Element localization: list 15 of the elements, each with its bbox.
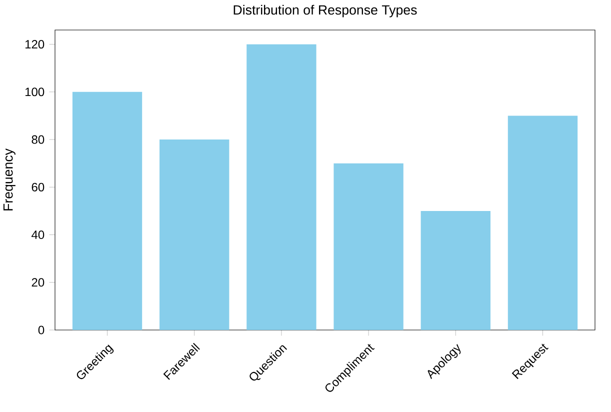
bar [246,44,316,330]
y-axis-title: Frequency [3,148,16,210]
y-tick-label: 100 [26,88,44,96]
bar [72,92,142,330]
bar [334,163,404,330]
y-tick-label: 80 [32,135,44,144]
y-tick-label: 120 [26,40,44,49]
y-tick-label: 20 [32,278,44,287]
y-tick-label: 60 [32,182,44,192]
bar [420,210,490,330]
bar [508,116,578,330]
chart-title: Distribution of Response Types [234,4,417,18]
y-tick-label: 40 [32,230,44,240]
y-tick-label: 0 [38,326,44,334]
bar [160,140,230,330]
